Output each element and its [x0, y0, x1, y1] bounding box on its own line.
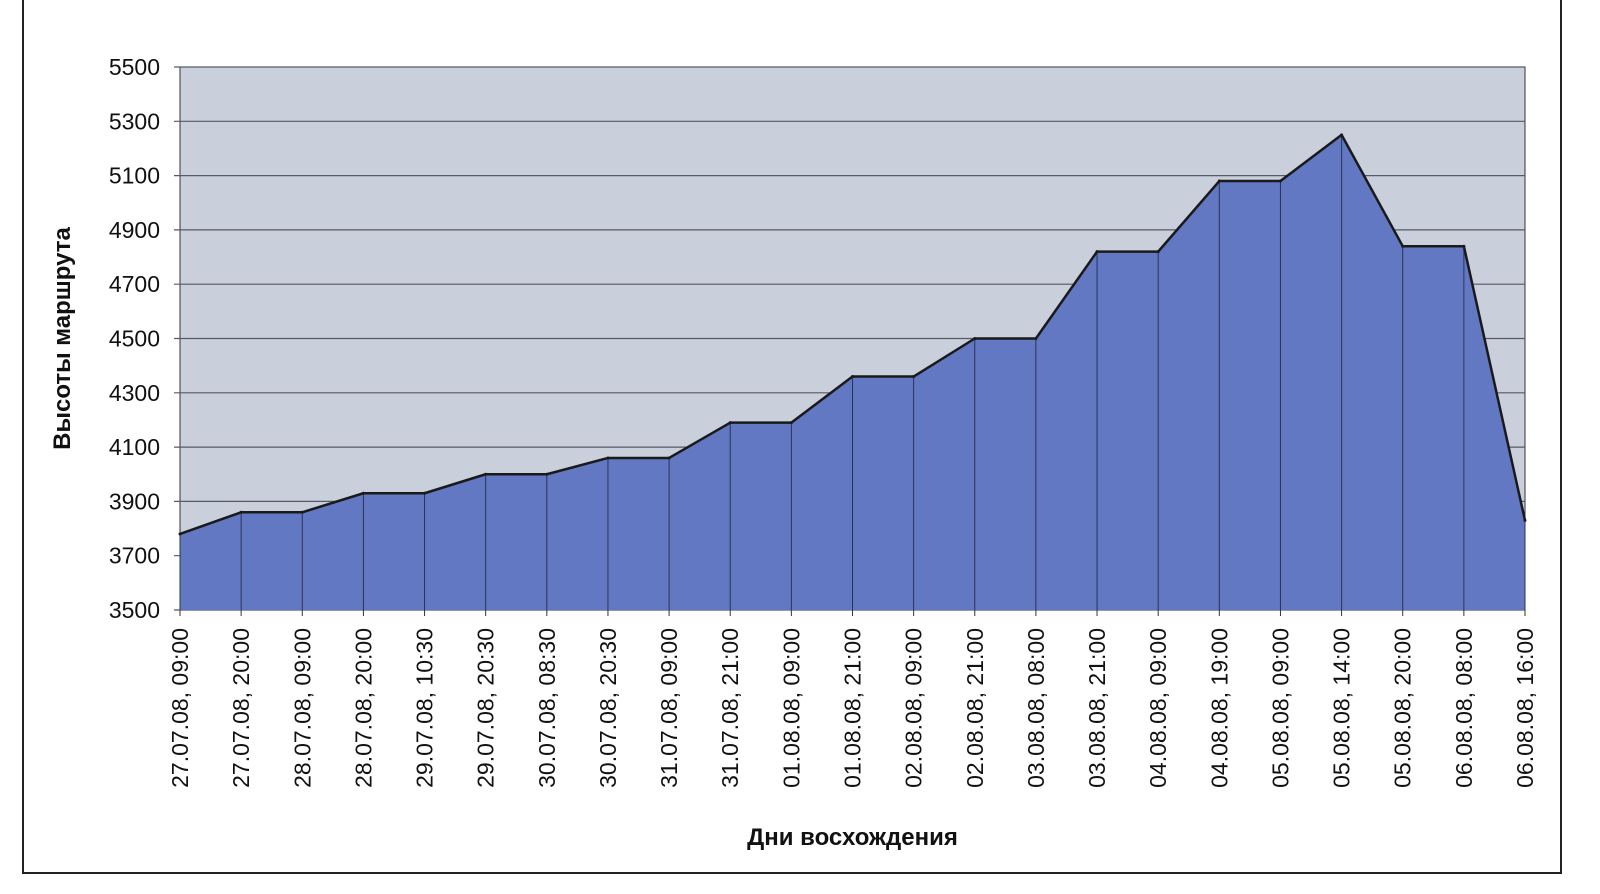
data-point [851, 375, 854, 379]
data-point [912, 375, 916, 379]
data-point [1523, 518, 1527, 522]
x-tick-label: 29.07.08, 10:30 [412, 628, 438, 788]
x-tick-label: 01.08.08, 09:00 [778, 628, 804, 788]
x-tick-label: 03.08.08, 08:00 [1023, 628, 1049, 788]
x-tick-label: 27.07.08, 09:00 [167, 628, 193, 788]
x-tick-label: 04.08.08, 19:00 [1206, 628, 1232, 788]
y-tick-label: 4100 [109, 434, 160, 460]
y-tick-label: 4500 [109, 326, 160, 352]
x-tick-label: 05.08.08, 14:00 [1329, 628, 1355, 788]
x-tick-label: 02.08.08, 09:00 [901, 628, 927, 788]
data-point [667, 456, 671, 460]
x-tick-label: 05.08.08, 20:00 [1390, 628, 1416, 788]
x-tick-label: 30.07.08, 08:30 [534, 628, 560, 788]
data-point [1034, 337, 1038, 340]
data-point [973, 337, 977, 340]
y-tick-label: 5300 [109, 108, 160, 134]
x-tick-label: 29.07.08, 20:30 [473, 628, 499, 788]
y-tick-label: 3700 [109, 543, 160, 569]
y-tick-label: 4700 [109, 271, 160, 297]
y-tick-label: 3900 [109, 488, 160, 514]
data-point [1340, 133, 1344, 137]
data-point [1095, 250, 1099, 254]
x-tick-label: 06.08.08, 08:00 [1451, 628, 1477, 788]
data-point [789, 421, 793, 425]
x-tick-label: 03.08.08, 21:00 [1084, 628, 1110, 788]
data-point [239, 510, 243, 514]
data-point [423, 491, 427, 495]
y-axis-title: Высоты маршрута [49, 227, 76, 450]
x-axis-title: Дни восхождения [747, 824, 958, 851]
x-tick-label: 06.08.08, 16:00 [1512, 628, 1538, 788]
data-point [1462, 244, 1466, 248]
x-tick-label: 27.07.08, 20:00 [228, 628, 254, 788]
data-point [1156, 250, 1160, 254]
x-tick-label: 01.08.08, 21:00 [840, 628, 866, 788]
y-tick-label: 3500 [109, 597, 160, 623]
x-tick-label: 28.07.08, 20:00 [350, 628, 376, 788]
y-tick-label: 5500 [109, 54, 160, 80]
data-point [545, 472, 549, 476]
y-tick-label: 5100 [109, 163, 160, 189]
x-tick-label: 05.08.08, 09:00 [1267, 628, 1293, 788]
x-axis-ticks: 27.07.08, 09:00 27.07.08, 20:00 28.07.08, … [167, 610, 1538, 788]
data-point [178, 532, 182, 536]
data-point [484, 472, 488, 476]
data-point [1401, 244, 1405, 248]
data-point [728, 421, 732, 425]
x-tick-label: 30.07.08, 20:30 [595, 628, 621, 788]
y-tick-label: 4900 [109, 217, 160, 243]
data-point [300, 510, 304, 514]
x-tick-label: 28.07.08, 09:00 [289, 628, 315, 788]
x-tick-label: 02.08.08, 21:00 [962, 628, 988, 788]
y-tick-label: 4300 [109, 380, 160, 406]
data-point [1278, 179, 1282, 183]
y-axis-ticks: 3500 3700 3900 4100 4300 4500 4700 4900 5100 5300… [109, 54, 160, 623]
data-point [606, 456, 610, 460]
x-tick-label: 31.07.08, 09:00 [656, 628, 682, 788]
x-tick-label: 04.08.08, 09:00 [1145, 628, 1171, 788]
data-point [1217, 179, 1221, 183]
area-series [178, 133, 1527, 610]
area-fill [180, 134, 1525, 610]
data-point [361, 491, 365, 495]
x-tick-label: 31.07.08, 21:00 [717, 628, 743, 788]
